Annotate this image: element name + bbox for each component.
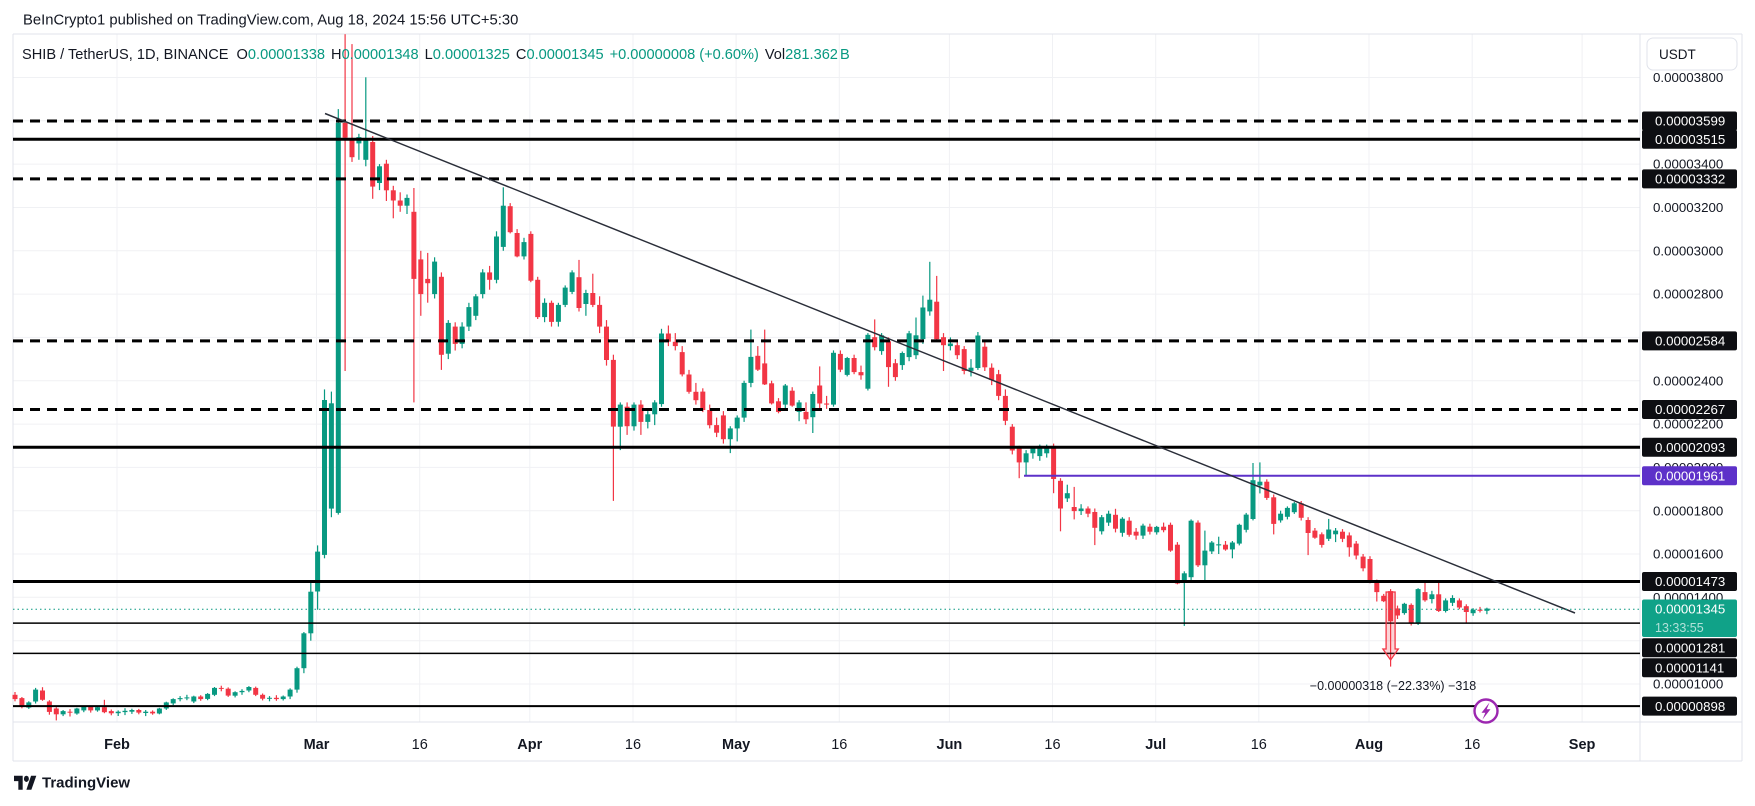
svg-text:Aug: Aug — [1355, 737, 1383, 753]
svg-text:0.00001141: 0.00001141 — [1655, 661, 1724, 676]
svg-text:0.00001600: 0.00001600 — [1653, 547, 1723, 562]
svg-text:May: May — [722, 737, 750, 753]
svg-text:Mar: Mar — [304, 737, 330, 753]
svg-text:0.00001281: 0.00001281 — [1655, 640, 1725, 655]
svg-text:TradingView: TradingView — [42, 775, 130, 792]
svg-text:13:33:55: 13:33:55 — [1655, 621, 1704, 635]
svg-text:Feb: Feb — [104, 737, 130, 753]
svg-text:0.00002584: 0.00002584 — [1655, 334, 1725, 349]
svg-text:16: 16 — [1044, 737, 1060, 753]
svg-text:0.00001800: 0.00001800 — [1653, 503, 1723, 518]
svg-text:0.00002267: 0.00002267 — [1655, 402, 1725, 417]
svg-text:Sep: Sep — [1569, 737, 1596, 753]
svg-text:Jul: Jul — [1145, 737, 1166, 753]
svg-text:16: 16 — [1464, 737, 1480, 753]
svg-text:0.00001000: 0.00001000 — [1653, 677, 1723, 692]
svg-text:0.00003332: 0.00003332 — [1655, 172, 1725, 187]
svg-text:0.00003515: 0.00003515 — [1655, 132, 1725, 147]
svg-text:0.00001345: 0.00001345 — [1655, 602, 1725, 617]
svg-text:0.00002800: 0.00002800 — [1653, 287, 1723, 302]
svg-text:0.00002400: 0.00002400 — [1653, 373, 1723, 388]
svg-text:0.00002093: 0.00002093 — [1655, 440, 1725, 455]
svg-text:0.00002200: 0.00002200 — [1653, 417, 1723, 432]
svg-text:0.00003800: 0.00003800 — [1653, 70, 1723, 85]
svg-text:Apr: Apr — [517, 737, 542, 753]
svg-text:16: 16 — [625, 737, 641, 753]
svg-text:16: 16 — [831, 737, 847, 753]
svg-text:0.00001473: 0.00001473 — [1655, 574, 1725, 589]
svg-text:16: 16 — [1251, 737, 1267, 753]
svg-text:−0.00000318 (−22.33%) −318: −0.00000318 (−22.33%) −318 — [1310, 679, 1477, 693]
svg-text:0.00000898: 0.00000898 — [1655, 699, 1725, 714]
svg-text:0.00003599: 0.00003599 — [1655, 114, 1725, 129]
svg-text:0.00003200: 0.00003200 — [1653, 200, 1723, 215]
svg-text:0.00001961: 0.00001961 — [1655, 469, 1725, 484]
svg-text:0.00003000: 0.00003000 — [1653, 243, 1723, 258]
svg-text:0.00003400: 0.00003400 — [1653, 157, 1723, 172]
svg-text:USDT: USDT — [1659, 47, 1696, 62]
svg-text:16: 16 — [412, 737, 428, 753]
svg-text:BeInCrypto1 published on Tradi: BeInCrypto1 published on TradingView.com… — [23, 13, 518, 29]
svg-text:Jun: Jun — [937, 737, 963, 753]
